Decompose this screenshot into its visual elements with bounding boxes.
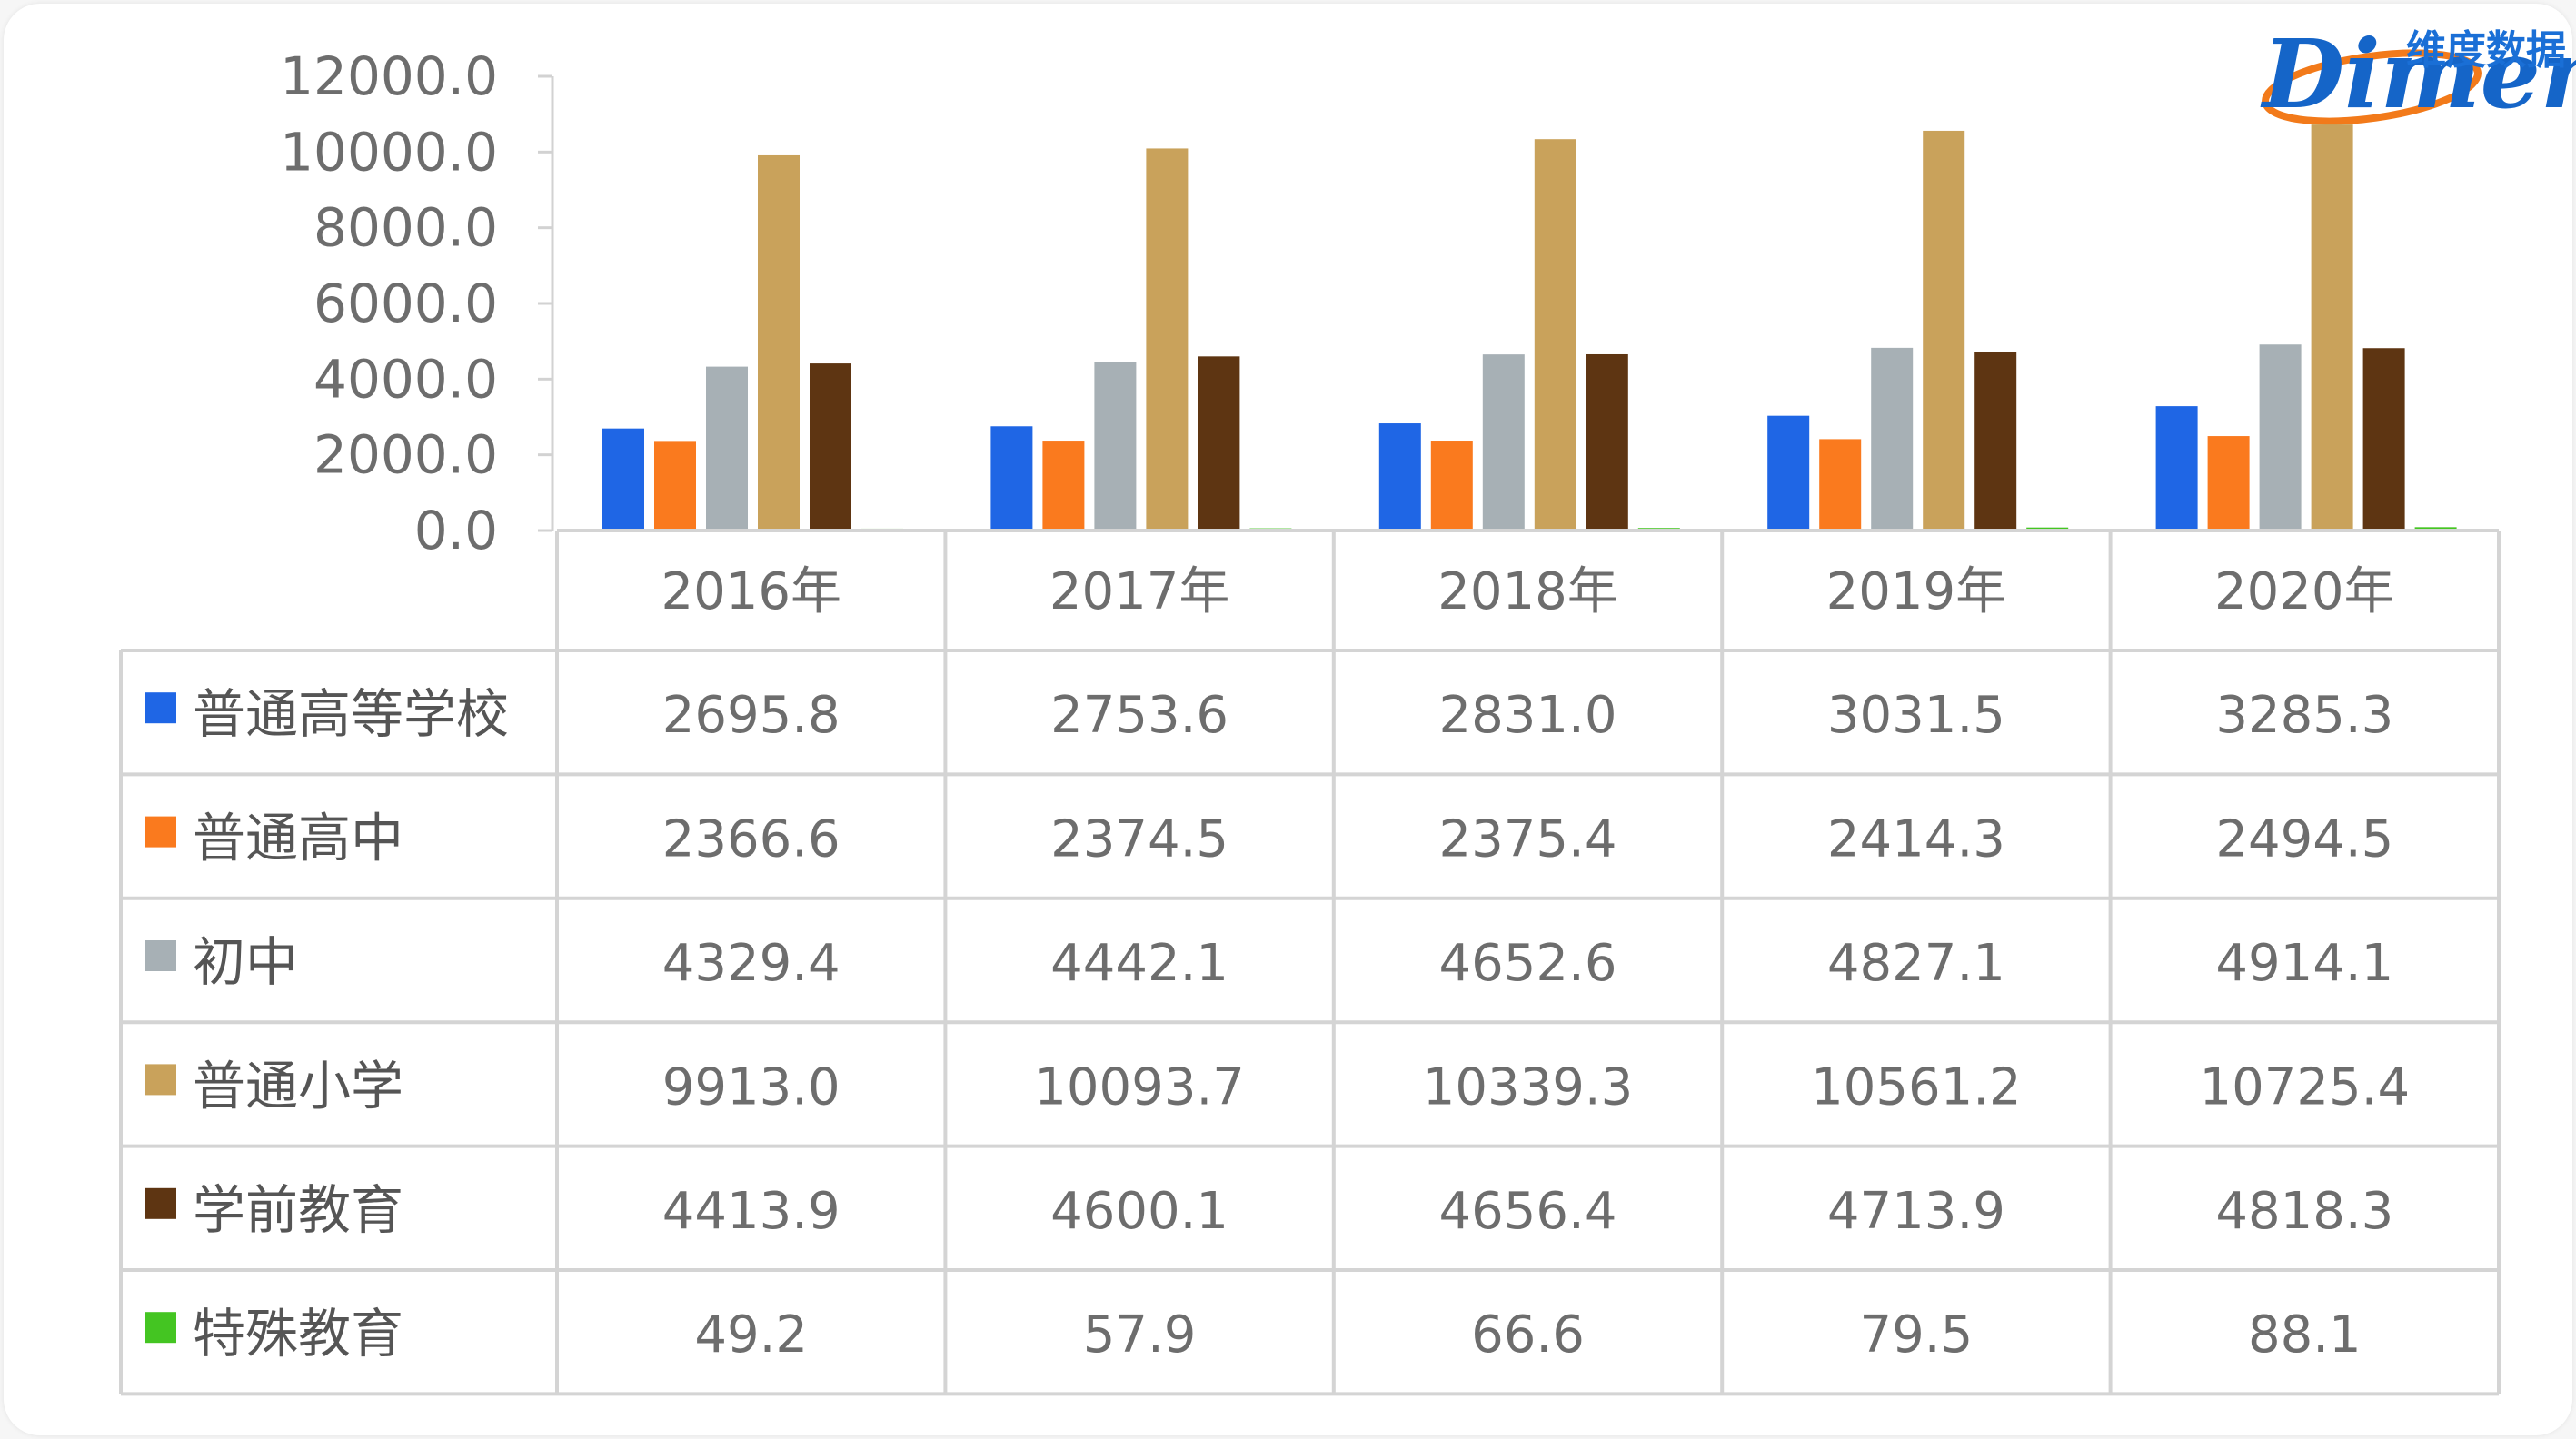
bar bbox=[1482, 354, 1525, 531]
data-value-label: 9913.0 bbox=[662, 1057, 840, 1116]
legend-swatch bbox=[145, 1312, 176, 1344]
data-value-label: 4442.1 bbox=[1050, 934, 1228, 993]
legend-swatch bbox=[145, 1064, 176, 1096]
logo-chinese-name: 维度数据 bbox=[2406, 27, 2566, 74]
data-value-label: 79.5 bbox=[1860, 1305, 1974, 1365]
data-value-label: 4329.4 bbox=[662, 934, 840, 993]
data-value-label: 10561.2 bbox=[1811, 1057, 2022, 1116]
category-label: 2020年 bbox=[2214, 562, 2395, 621]
bar bbox=[1042, 441, 1085, 531]
bar bbox=[2311, 124, 2353, 531]
y-tick-label: 8000.0 bbox=[313, 197, 498, 259]
legend-swatch bbox=[145, 1187, 176, 1219]
data-value-label: 4713.9 bbox=[1827, 1182, 2005, 1241]
y-tick-label: 0.0 bbox=[414, 500, 498, 561]
bar bbox=[1378, 423, 1421, 531]
bar bbox=[810, 363, 851, 531]
data-value-label: 2375.4 bbox=[1439, 810, 1617, 869]
y-tick-label: 12000.0 bbox=[280, 45, 498, 107]
data-value-label: 4827.1 bbox=[1827, 934, 2005, 993]
bar bbox=[1586, 353, 1628, 531]
data-value-label: 3031.5 bbox=[1827, 686, 2005, 745]
data-value-label: 4818.3 bbox=[2215, 1182, 2393, 1241]
bar bbox=[1767, 415, 1810, 531]
series-label: 普通小学 bbox=[193, 1055, 403, 1116]
category-label: 2017年 bbox=[1049, 562, 1230, 621]
bar bbox=[2207, 436, 2250, 531]
bar bbox=[2259, 344, 2302, 531]
data-value-label: 2695.8 bbox=[662, 686, 840, 745]
data-value-label: 10725.4 bbox=[2200, 1057, 2411, 1116]
data-value-label: 10093.7 bbox=[1034, 1057, 1245, 1116]
data-value-label: 4914.1 bbox=[2215, 934, 2393, 993]
data-value-label: 2753.6 bbox=[1050, 686, 1228, 745]
data-value-label: 4413.9 bbox=[662, 1182, 840, 1241]
bars bbox=[602, 124, 2457, 531]
bar bbox=[1146, 148, 1189, 531]
legend-swatch bbox=[145, 692, 176, 724]
y-axis: 12000.0 10000.0 8000.0 6000.0 4000.0 2000.0 0.… bbox=[280, 45, 554, 561]
data-value-label: 66.6 bbox=[1471, 1305, 1585, 1365]
category-label: 2018年 bbox=[1437, 562, 1618, 621]
y-tick-label: 2000.0 bbox=[313, 424, 498, 486]
bar bbox=[758, 154, 800, 531]
logo-wordmark: Dimeno bbox=[2260, 18, 2576, 130]
legend-swatch bbox=[145, 940, 176, 971]
logo-swoosh bbox=[2262, 49, 2482, 125]
bar bbox=[654, 441, 696, 531]
bar bbox=[1430, 441, 1473, 531]
y-tick-label: 10000.0 bbox=[280, 121, 498, 183]
y-tick-label: 4000.0 bbox=[313, 348, 498, 410]
data-value-label: 2414.3 bbox=[1827, 810, 2005, 869]
data-value-label: 4656.4 bbox=[1439, 1182, 1617, 1241]
bar bbox=[1871, 347, 1914, 531]
data-value-label: 2366.6 bbox=[662, 810, 840, 869]
data-value-label: 49.2 bbox=[694, 1305, 808, 1365]
legend-swatch bbox=[145, 816, 176, 848]
data-value-label: 4652.6 bbox=[1439, 934, 1617, 993]
dimeno-logo: Dimeno 维度数据 bbox=[2260, 18, 2576, 130]
data-value-label: 88.1 bbox=[2248, 1305, 2362, 1365]
data-value-label: 57.9 bbox=[1083, 1305, 1197, 1365]
data-value-label: 2831.0 bbox=[1439, 686, 1617, 745]
data-value-label: 2494.5 bbox=[2215, 810, 2393, 869]
series-label: 特殊教育 bbox=[193, 1303, 403, 1365]
data-value-label: 3285.3 bbox=[2215, 686, 2393, 745]
bar bbox=[1094, 362, 1137, 531]
data-value-label: 4600.1 bbox=[1050, 1182, 1228, 1241]
series-label: 普通高中 bbox=[193, 808, 403, 869]
data-value-label: 2374.5 bbox=[1050, 810, 1228, 869]
series-label: 学前教育 bbox=[193, 1179, 403, 1241]
bar bbox=[2362, 348, 2405, 531]
bar bbox=[1198, 356, 1240, 531]
series-label: 初中 bbox=[193, 931, 298, 993]
chart-card bbox=[4, 4, 2572, 1435]
category-label: 2016年 bbox=[661, 562, 841, 621]
bar bbox=[1974, 352, 2017, 531]
data-value-label: 10339.3 bbox=[1423, 1057, 1634, 1116]
bar bbox=[2155, 406, 2198, 531]
bar bbox=[602, 428, 644, 531]
bar bbox=[1923, 130, 1965, 531]
y-tick-label: 6000.0 bbox=[313, 273, 498, 334]
series-label: 普通高等学校 bbox=[193, 683, 509, 745]
bar bbox=[990, 426, 1033, 531]
category-label: 2019年 bbox=[1826, 562, 2007, 621]
bar bbox=[1819, 439, 1862, 531]
bar bbox=[1534, 139, 1576, 531]
bar bbox=[706, 366, 748, 531]
